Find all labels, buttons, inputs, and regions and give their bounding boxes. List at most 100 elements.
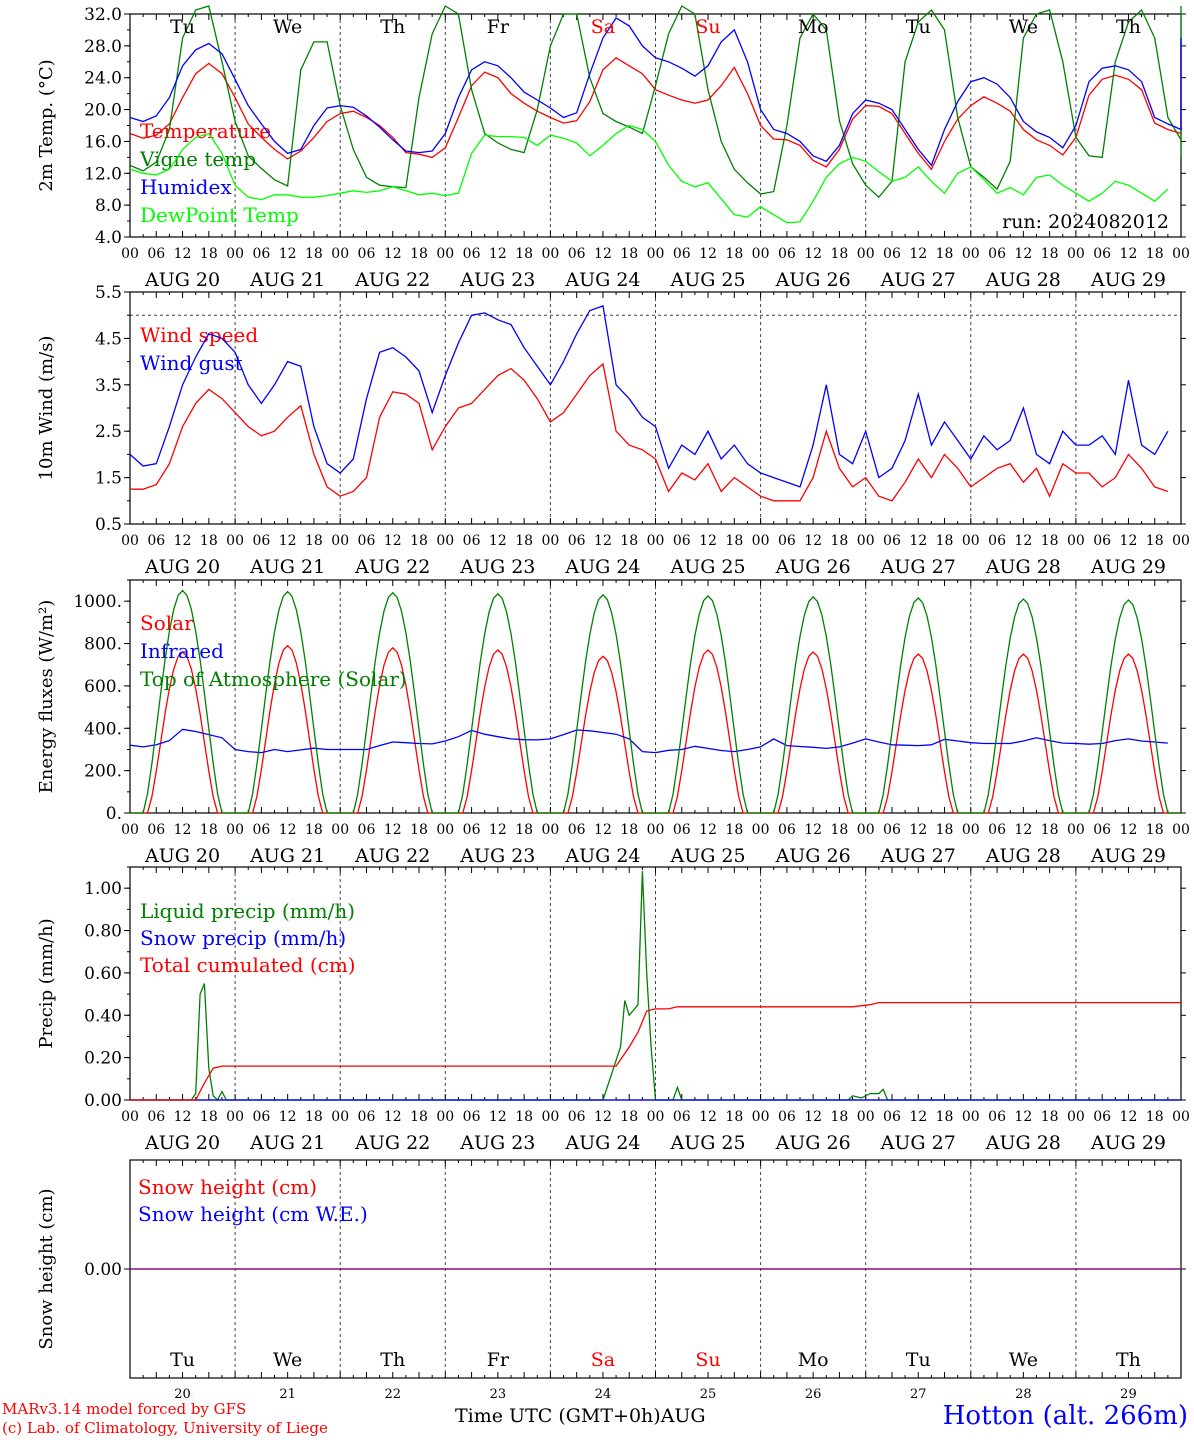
series-line <box>130 1001 1181 1101</box>
hour-tick-label: 00 <box>436 1109 454 1125</box>
y-tick-label: 16.0 <box>84 132 122 152</box>
legend-entry: Infrared <box>140 639 224 663</box>
series-line <box>129 17 1182 167</box>
hour-tick-label: 06 <box>673 822 691 838</box>
hour-tick-label: 00 <box>121 246 139 262</box>
hour-tick-label: 18 <box>200 822 218 838</box>
date-label: AUG 24 <box>564 845 640 867</box>
y-tick-label: 800. <box>84 635 122 655</box>
hour-tick-label: 18 <box>515 822 533 838</box>
hour-tick-label: 00 <box>226 246 244 262</box>
day-name: Fr <box>487 16 510 38</box>
hour-tick-label: 06 <box>883 822 901 838</box>
day-number: 27 <box>910 1387 927 1402</box>
hour-tick-label: 18 <box>936 822 954 838</box>
hour-tick-label: 00 <box>1172 246 1190 262</box>
date-label: AUG 24 <box>564 269 640 291</box>
hour-tick-label: 00 <box>1172 1109 1190 1125</box>
hour-tick-label: 00 <box>1067 1109 1085 1125</box>
day-name: Su <box>695 16 720 38</box>
date-label: AUG 29 <box>1090 845 1166 867</box>
hour-tick-label: 18 <box>936 533 954 549</box>
hour-tick-label: 00 <box>752 1109 770 1125</box>
day-number: 29 <box>1120 1387 1137 1402</box>
hour-tick-label: 00 <box>331 822 349 838</box>
y-tick-label: 0.00 <box>84 1260 122 1280</box>
hour-tick-label: 18 <box>410 246 428 262</box>
hour-tick-label: 00 <box>541 1109 559 1125</box>
y-axis-label: Snow height (cm) <box>36 1188 57 1349</box>
hour-tick-label: 06 <box>1093 1109 1111 1125</box>
hour-tick-label: 12 <box>1120 533 1138 549</box>
series-line <box>130 362 1169 502</box>
date-label: AUG 27 <box>880 556 956 578</box>
hour-tick-label: 18 <box>1146 822 1164 838</box>
day-name: Mo <box>798 16 829 38</box>
hour-tick-label: 18 <box>410 1109 428 1125</box>
date-label: AUG 22 <box>354 556 430 578</box>
hour-tick-label: 06 <box>883 533 901 549</box>
day-name: Th <box>380 1349 405 1371</box>
hour-tick-label: 12 <box>594 533 612 549</box>
y-tick-label: 0.60 <box>84 964 122 984</box>
xaxis-title: Time UTC (GMT+0h)AUG <box>455 1405 706 1427</box>
hour-tick-label: 06 <box>147 246 165 262</box>
y-axis-label: 2m Temp. (°C) <box>36 59 57 191</box>
hour-tick-label: 18 <box>200 533 218 549</box>
hour-tick-label: 06 <box>463 822 481 838</box>
y-tick-label: 0.40 <box>84 1006 122 1026</box>
hour-tick-label: 00 <box>436 822 454 838</box>
hour-tick-label: 12 <box>279 246 297 262</box>
hour-tick-label: 00 <box>1172 822 1190 838</box>
date-label: AUG 22 <box>354 845 430 867</box>
hour-tick-label: 18 <box>725 533 743 549</box>
legend-entry: Temperature <box>140 119 271 143</box>
date-label: AUG 23 <box>459 556 535 578</box>
y-tick-label: 24.0 <box>84 69 122 89</box>
hour-tick-label: 06 <box>252 1109 270 1125</box>
model-credit: MARv3.14 model forced by GFS <box>2 1400 247 1418</box>
legend-entry: Total cumulated (cm) <box>140 953 356 977</box>
hour-tick-label: 00 <box>857 1109 875 1125</box>
hour-tick-label: 18 <box>725 822 743 838</box>
temp-panel: 4.0 8.0 12.0 16.0 20.0 24.0 28.0 32.0 2m Temp. (… <box>36 5 1190 291</box>
y-axis-label: Energy fluxes (W/m²) <box>36 600 57 794</box>
series-line <box>129 305 1169 488</box>
hour-tick-label: 06 <box>778 822 796 838</box>
hour-tick-label: 06 <box>778 246 796 262</box>
hour-tick-label: 12 <box>384 1109 402 1125</box>
hour-tick-label: 12 <box>279 822 297 838</box>
date-label: AUG 25 <box>669 845 745 867</box>
day-name: Tu <box>906 1349 931 1371</box>
hour-tick-label: 06 <box>358 822 376 838</box>
y-tick-label: 1.5 <box>95 469 122 489</box>
date-label: AUG 25 <box>669 556 745 578</box>
hour-tick-label: 12 <box>1120 822 1138 838</box>
day-number: 20 <box>174 1387 191 1402</box>
hour-tick-label: 06 <box>778 533 796 549</box>
hour-tick-label: 12 <box>909 1109 927 1125</box>
date-label: AUG 20 <box>144 845 220 867</box>
hour-tick-label: 12 <box>489 246 507 262</box>
hour-tick-label: 00 <box>857 822 875 838</box>
hour-tick-label: 12 <box>594 1109 612 1125</box>
date-label: AUG 20 <box>144 1132 220 1154</box>
y-tick-label: 200. <box>84 762 122 782</box>
hour-tick-label: 12 <box>699 246 717 262</box>
day-number: 25 <box>700 1387 717 1402</box>
hour-tick-label: 18 <box>1041 1109 1059 1125</box>
hour-tick-label: 00 <box>857 246 875 262</box>
day-name: We <box>273 1349 302 1371</box>
hour-tick-label: 12 <box>594 822 612 838</box>
hour-tick-label: 12 <box>909 246 927 262</box>
hour-tick-label: 06 <box>147 822 165 838</box>
hour-tick-label: 06 <box>463 1109 481 1125</box>
date-label: AUG 27 <box>880 1132 956 1154</box>
hour-tick-label: 12 <box>384 533 402 549</box>
day-number: 24 <box>595 1387 612 1402</box>
hour-tick-label: 18 <box>1146 1109 1164 1125</box>
hour-tick-label: 12 <box>1014 246 1032 262</box>
hour-tick-label: 06 <box>252 533 270 549</box>
date-label: AUG 25 <box>669 269 745 291</box>
y-tick-label: 20.0 <box>84 101 122 121</box>
